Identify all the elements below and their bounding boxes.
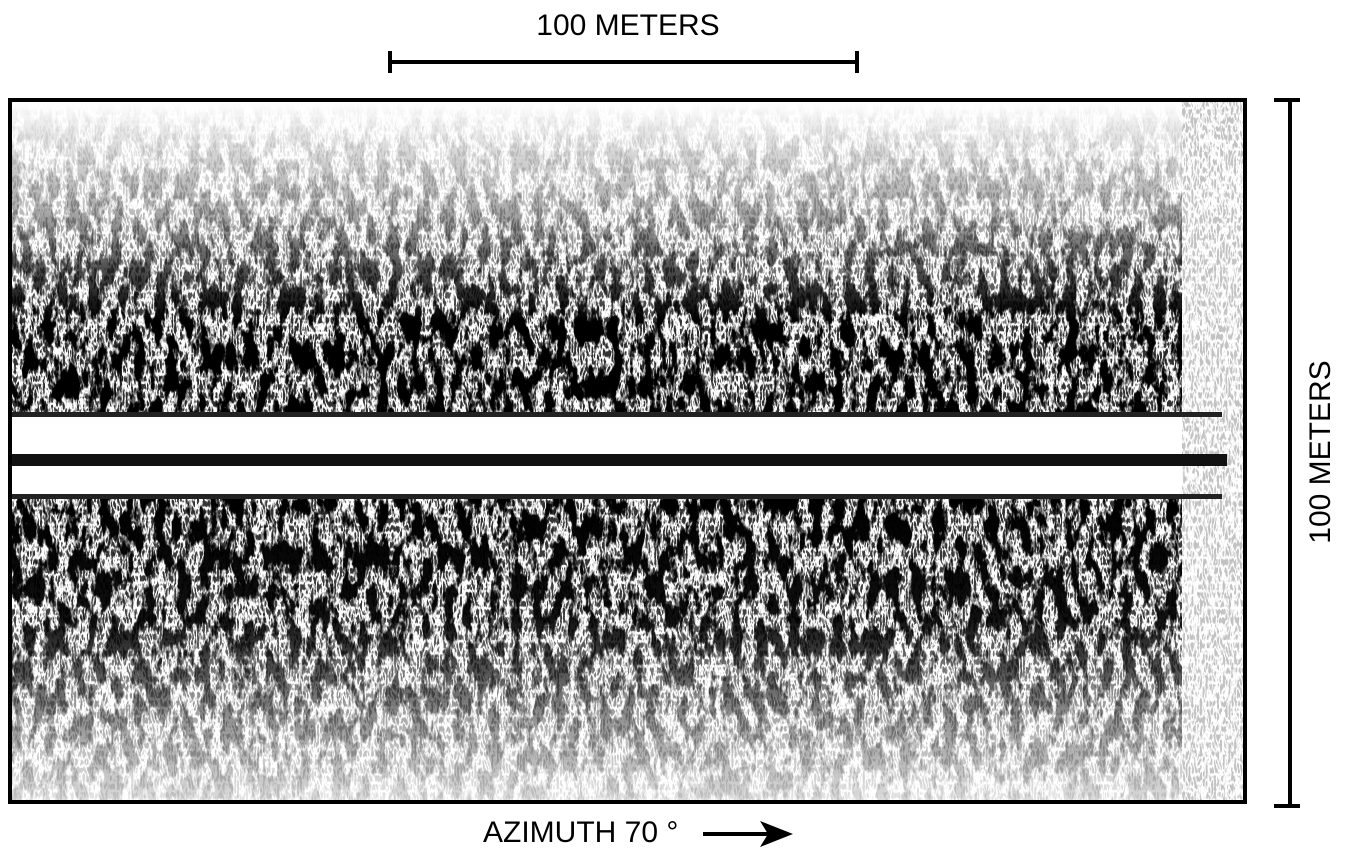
page: 100 METERS 100 METERS AZIMUTH 70 ° (() =…: [0, 0, 1349, 856]
scale-label: 100 METERS: [536, 9, 719, 42]
caption: AZIMUTH 70 °: [483, 816, 678, 849]
figure: 100 METERS 100 METERS AZIMUTH 70 °: [0, 0, 1349, 856]
scale-label: 100 METERS: [1304, 360, 1337, 543]
sonar-image: [10, 100, 1245, 802]
